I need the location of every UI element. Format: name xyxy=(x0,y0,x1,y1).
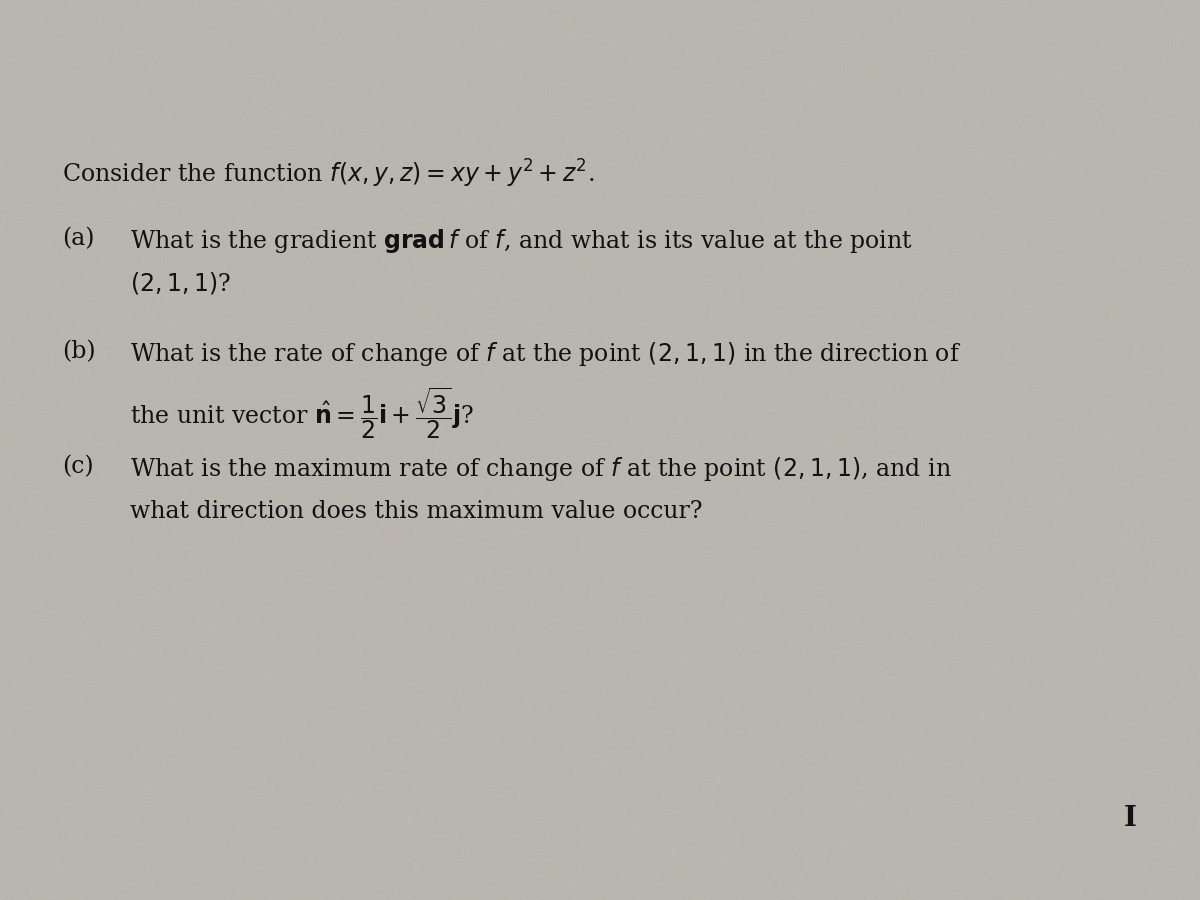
Text: the unit vector $\hat{\mathbf{n}} = \dfrac{1}{2}\mathbf{i} + \dfrac{\sqrt{3}}{2}: the unit vector $\hat{\mathbf{n}} = \dfr… xyxy=(130,385,474,441)
Text: What is the rate of change of $f$ at the point $(2, 1, 1)$ in the direction of: What is the rate of change of $f$ at the… xyxy=(130,340,961,368)
Text: What is the maximum rate of change of $f$ at the point $(2, 1, 1)$, and in: What is the maximum rate of change of $f… xyxy=(130,455,952,483)
Text: what direction does this maximum value occur?: what direction does this maximum value o… xyxy=(130,500,702,524)
Text: (c): (c) xyxy=(62,455,94,479)
Text: I: I xyxy=(1124,806,1136,832)
Text: What is the gradient $\mathbf{grad}\,f$ of $f$, and what is its value at the poi: What is the gradient $\mathbf{grad}\,f$ … xyxy=(130,227,912,255)
Text: (b): (b) xyxy=(62,340,96,364)
Text: (a): (a) xyxy=(62,227,95,250)
Text: Consider the function $f(x, y, z) = xy + y^2 + z^2$.: Consider the function $f(x, y, z) = xy +… xyxy=(62,158,595,190)
Text: $(2, 1, 1)$?: $(2, 1, 1)$? xyxy=(130,270,230,296)
